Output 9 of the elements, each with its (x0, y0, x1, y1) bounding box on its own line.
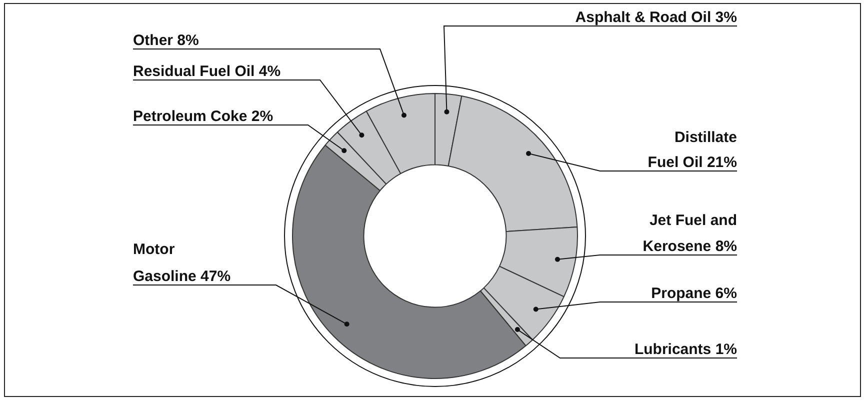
slice-label: Propane 6% (651, 285, 737, 302)
slice-label: Lubricants 1% (634, 341, 737, 358)
slice-label: Petroleum Coke 2% (133, 108, 274, 125)
slice-label: Other 8% (133, 32, 199, 49)
slice-label: Jet Fuel and Kerosene 8% (642, 212, 737, 255)
slice-label: Distillate Fuel Oil 21% (648, 129, 737, 171)
slice-label: Residual Fuel Oil 4% (133, 63, 281, 80)
slice-label: Motor Gasoline 47% (133, 241, 231, 285)
slice-label: Asphalt & Road Oil 3% (575, 9, 737, 26)
